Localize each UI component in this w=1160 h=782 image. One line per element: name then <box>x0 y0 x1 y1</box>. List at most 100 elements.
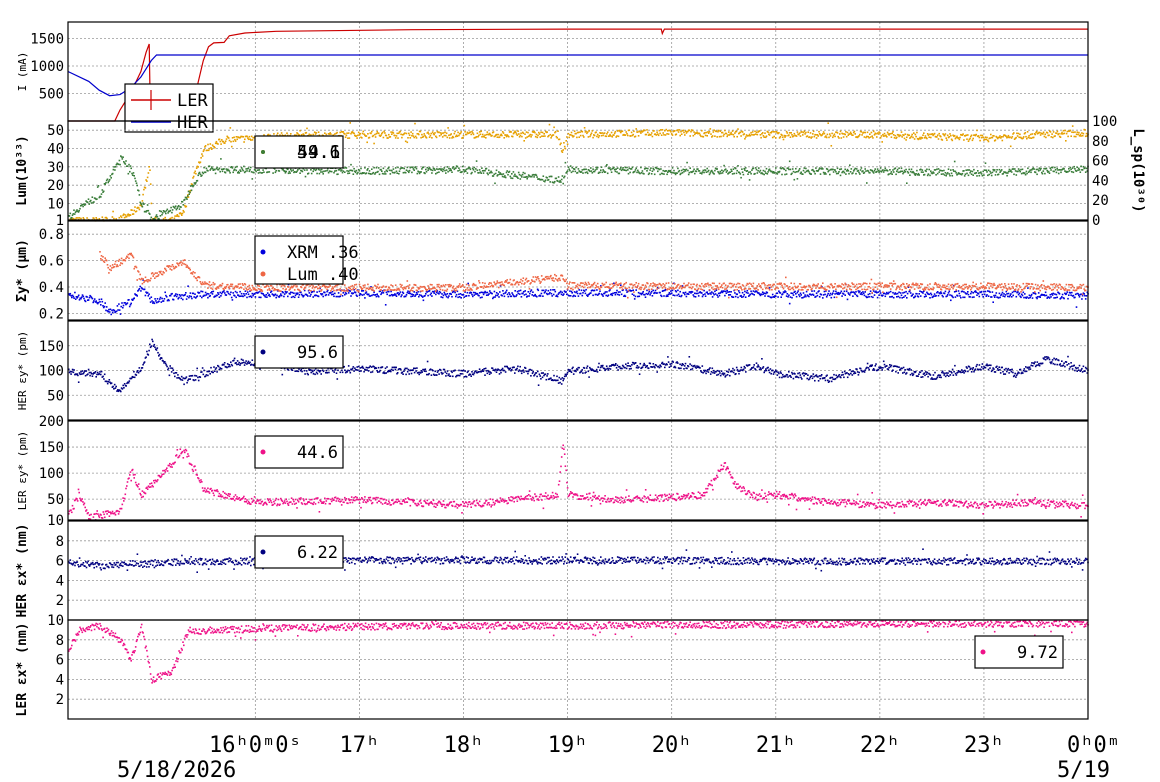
data-point <box>553 134 555 136</box>
data-point <box>498 296 500 298</box>
data-point <box>173 299 175 301</box>
data-point <box>955 291 957 293</box>
data-point <box>936 136 938 138</box>
data-point <box>814 290 816 292</box>
data-point <box>789 303 791 305</box>
data-point <box>644 294 646 296</box>
data-point <box>211 166 213 168</box>
data-point <box>999 169 1001 171</box>
data-point <box>650 167 652 169</box>
data-point <box>440 134 442 136</box>
data-point <box>517 134 519 136</box>
data-point <box>797 290 799 292</box>
data-point <box>695 296 697 298</box>
data-point <box>463 294 465 296</box>
data-point <box>107 267 109 269</box>
data-point <box>595 131 597 133</box>
data-point <box>243 288 245 290</box>
data-point <box>93 300 95 302</box>
data-point <box>101 255 103 257</box>
data-point <box>631 290 633 292</box>
data-point <box>798 294 800 296</box>
data-point <box>1058 173 1060 175</box>
data-point <box>130 253 132 255</box>
data-point <box>733 136 735 138</box>
data-point <box>550 134 552 136</box>
data-point <box>190 185 192 187</box>
data-point <box>633 291 635 293</box>
data-point <box>508 296 510 298</box>
data-point <box>851 168 853 170</box>
data-point <box>955 171 957 173</box>
data-point <box>1064 130 1066 132</box>
y-tick-label: 500 <box>39 87 64 103</box>
data-point <box>146 210 148 212</box>
data-point <box>696 171 698 173</box>
data-point <box>1004 296 1006 298</box>
data-point <box>249 169 251 171</box>
data-point <box>646 293 648 295</box>
data-point <box>777 296 779 298</box>
data-point <box>832 137 834 139</box>
data-point <box>546 177 548 179</box>
data-point <box>366 172 368 174</box>
data-point <box>448 135 450 137</box>
data-point <box>517 291 519 293</box>
data-point <box>319 291 321 293</box>
data-point <box>373 292 375 294</box>
data-point <box>589 171 591 173</box>
data-point <box>202 282 204 284</box>
data-point <box>366 142 368 144</box>
data-point <box>1037 296 1039 298</box>
data-point <box>601 135 603 137</box>
data-point <box>430 288 432 290</box>
data-point <box>95 300 97 302</box>
data-point <box>925 171 927 173</box>
data-point <box>1081 298 1083 300</box>
data-point <box>484 170 486 172</box>
data-point <box>816 292 818 294</box>
data-point <box>955 296 957 298</box>
data-point <box>827 122 829 124</box>
data-point <box>1069 170 1071 172</box>
data-point <box>1081 132 1083 134</box>
data-point <box>432 131 434 133</box>
data-point <box>723 283 725 285</box>
data-point <box>104 257 106 259</box>
data-point <box>1086 295 1088 297</box>
data-point <box>950 135 952 137</box>
data-point <box>807 289 809 291</box>
data-point <box>654 292 656 294</box>
data-point <box>316 291 318 293</box>
data-point <box>611 287 613 289</box>
data-point <box>984 139 986 141</box>
data-point <box>945 133 947 135</box>
data-point <box>125 214 127 216</box>
data-point <box>801 131 803 133</box>
data-point <box>143 203 145 205</box>
data-point <box>317 288 319 290</box>
data-point <box>383 137 385 139</box>
data-point <box>371 168 373 170</box>
data-point <box>683 292 685 294</box>
data-point <box>374 134 376 136</box>
data-point <box>114 169 116 171</box>
data-point <box>775 137 777 139</box>
data-point <box>1053 297 1055 299</box>
data-point <box>163 300 165 302</box>
data-point <box>1053 293 1055 295</box>
data-point <box>1046 170 1048 172</box>
data-point <box>555 291 557 293</box>
data-point <box>160 211 162 213</box>
data-point <box>428 133 430 135</box>
data-point <box>179 208 181 210</box>
data-point <box>1009 295 1011 297</box>
data-point <box>622 130 624 132</box>
data-point <box>227 291 229 293</box>
data-point <box>1054 293 1056 295</box>
data-point <box>911 136 913 138</box>
data-point <box>745 136 747 138</box>
data-point <box>1048 135 1050 137</box>
data-point <box>908 172 910 174</box>
data-point <box>713 289 715 291</box>
